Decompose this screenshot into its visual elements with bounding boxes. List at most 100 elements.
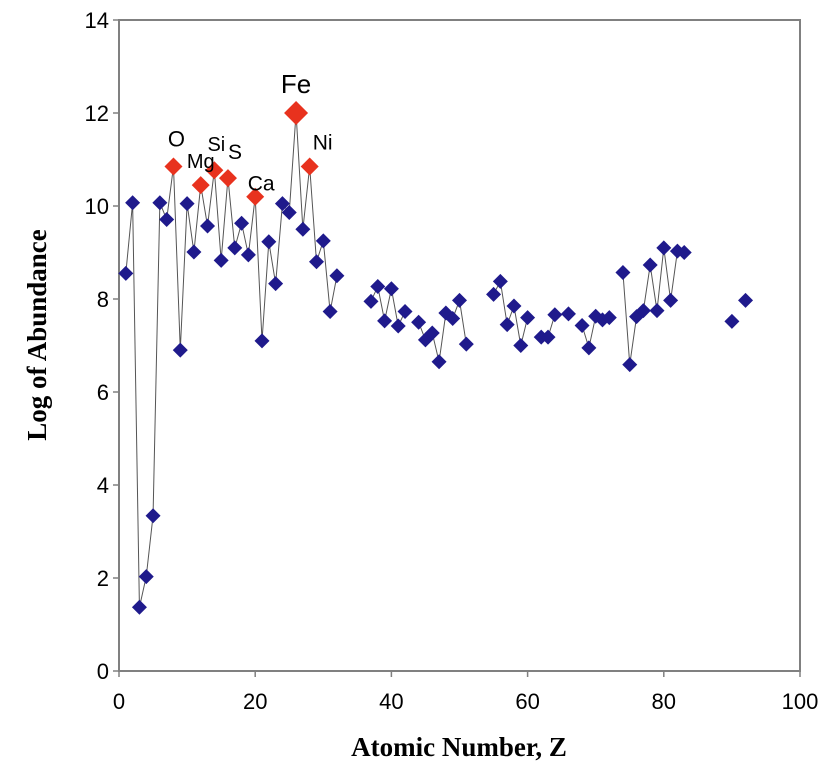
data-point (615, 264, 631, 280)
series-segment (125, 112, 338, 608)
data-point (363, 293, 379, 309)
y-tick-label: 14 (85, 8, 109, 33)
series-line (125, 112, 685, 608)
highlight-point (218, 169, 237, 188)
data-point (649, 303, 665, 319)
data-point (179, 196, 195, 212)
data-point (724, 313, 740, 329)
data-point (520, 310, 536, 326)
data-point (547, 307, 563, 323)
x-tick-label: 100 (782, 689, 819, 714)
data-point (738, 292, 754, 308)
element-label: Ni (313, 131, 333, 154)
data-point (656, 240, 672, 256)
data-point (506, 298, 522, 314)
data-point (458, 336, 474, 352)
x-axis-title: Atomic Number, Z (351, 732, 567, 762)
data-point (642, 257, 658, 273)
data-point (424, 325, 440, 341)
data-point (227, 240, 243, 256)
series-segment (622, 247, 685, 365)
data-point (601, 310, 617, 326)
data-point (445, 311, 461, 327)
y-tick-labels: 0 2 4 6 8 10 12 14 (85, 8, 109, 684)
y-tick-label: 4 (97, 473, 109, 498)
data-point (268, 276, 284, 292)
y-tick-label: 0 (97, 659, 109, 684)
element-label: Fe (281, 69, 311, 99)
data-point (492, 273, 508, 289)
data-point (274, 196, 290, 212)
data-point (452, 292, 467, 308)
data-point (663, 292, 679, 308)
tick-marks (113, 19, 801, 677)
highlight-point (300, 157, 319, 176)
data-point (329, 268, 345, 284)
y-tick-label: 10 (85, 194, 109, 219)
data-point (172, 342, 188, 358)
y-tick-label: 6 (97, 380, 109, 405)
x-tick-label: 40 (379, 689, 403, 714)
y-tick-label: 12 (85, 101, 109, 126)
data-point (370, 278, 386, 294)
data-point (213, 252, 229, 268)
data-point (254, 333, 270, 349)
data-point (574, 318, 590, 334)
element-label: Si (207, 134, 225, 156)
data-point (540, 329, 556, 345)
y-tick-label: 2 (97, 566, 109, 591)
y-tick-label: 8 (97, 287, 109, 312)
data-point (486, 286, 502, 302)
x-tick-label: 60 (515, 689, 539, 714)
data-points (118, 101, 754, 615)
x-tick-labels: 0 20 40 60 80 100 (113, 689, 818, 714)
data-point (138, 569, 154, 585)
data-point (397, 304, 413, 320)
element-label: Mg (187, 151, 215, 173)
highlight-point (191, 176, 210, 195)
y-axis-title: Log of Abundance (22, 229, 52, 441)
highlight-point (205, 161, 224, 180)
element-label: S (228, 141, 242, 164)
data-point (240, 247, 256, 263)
data-point (308, 254, 324, 270)
data-point (261, 234, 277, 250)
data-point (159, 211, 175, 227)
data-point (186, 244, 202, 260)
highlight-point (246, 187, 265, 206)
data-point (200, 218, 216, 234)
x-tick-label: 80 (652, 689, 676, 714)
data-point (581, 340, 597, 356)
highlight-point (284, 101, 309, 125)
x-tick-label: 0 (113, 689, 125, 714)
data-point (377, 313, 393, 329)
data-point (431, 354, 447, 370)
data-point (295, 221, 311, 237)
element-label: Ca (248, 173, 275, 196)
data-point (152, 195, 168, 211)
data-point (669, 243, 685, 259)
element-label: O (168, 126, 185, 151)
highlight-point (164, 157, 183, 176)
data-point (411, 314, 427, 330)
series-segment (493, 279, 529, 346)
data-point (131, 599, 147, 615)
data-point (560, 306, 576, 322)
data-point (281, 205, 297, 221)
data-point (322, 304, 338, 320)
data-point (622, 357, 638, 373)
data-point (635, 303, 651, 319)
data-point (125, 195, 141, 211)
data-point (513, 338, 529, 353)
data-point (390, 318, 406, 334)
data-point (145, 508, 161, 524)
plot-frame (118, 19, 801, 672)
data-point (234, 215, 250, 231)
data-point (499, 317, 515, 333)
x-tick-label: 20 (243, 689, 267, 714)
data-point (118, 265, 134, 281)
data-point (676, 245, 692, 260)
data-point (383, 281, 399, 297)
